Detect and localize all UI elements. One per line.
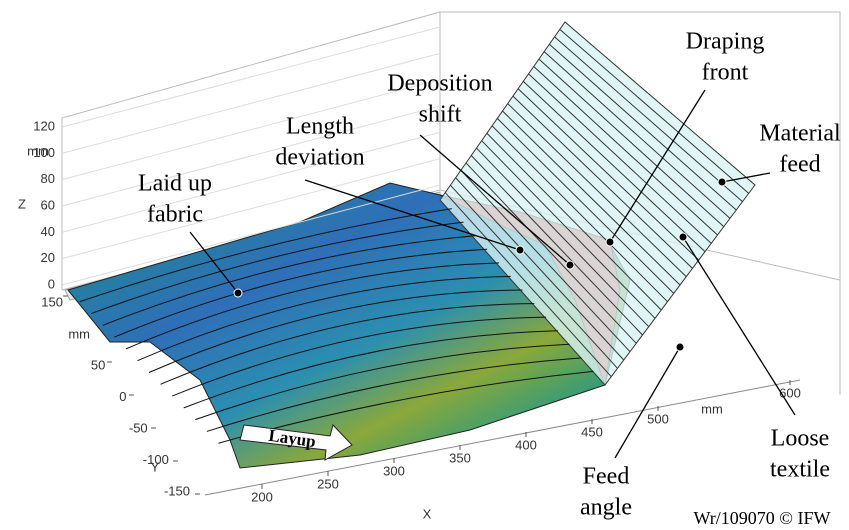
leader-dot: [516, 246, 524, 254]
grid-line: [62, 27, 440, 127]
x-tick-label: 450: [581, 424, 603, 439]
x-tick-label: 300: [383, 463, 405, 478]
chart: 020406080100120-150-100-5005015020025030…: [0, 0, 849, 530]
y-tick-label: -50: [129, 420, 148, 435]
annotation: Material: [759, 121, 841, 147]
x-tick-label: 400: [515, 437, 537, 452]
credit: Wr/109070 © IFW: [694, 508, 831, 528]
leader-line: [683, 237, 795, 415]
grid-line: [62, 53, 440, 153]
z-tick-label: 80: [41, 171, 55, 186]
annotation: Loose: [771, 426, 830, 452]
annotation: Laid up: [138, 171, 212, 197]
annotation: deviation: [275, 145, 364, 171]
y-tick-label: -150: [164, 483, 190, 498]
z-tick-label: 0: [48, 276, 55, 291]
x-tick-label: 350: [449, 450, 471, 465]
annotation: angle: [580, 495, 632, 521]
x-axis-label: X: [423, 506, 432, 521]
x-tick-label: 250: [317, 476, 339, 491]
y-tick-label: 150: [41, 294, 63, 309]
z-unit: mm: [27, 143, 49, 158]
annotation: Deposition: [387, 71, 492, 97]
leader-dot: [234, 289, 242, 297]
leader-dot: [679, 233, 687, 241]
x-tick-label: 500: [647, 411, 669, 426]
leader-dot: [718, 178, 726, 186]
annotation: Feed: [583, 464, 630, 490]
annotation: Length: [286, 114, 354, 140]
z-axis-label: Z: [18, 196, 26, 211]
y-tick-label: 50: [91, 357, 105, 372]
y-unit: mm: [68, 326, 90, 341]
leader-dot: [606, 238, 614, 246]
z-tick-label: 20: [41, 250, 55, 265]
z-tick-label: 120: [33, 118, 55, 133]
leader-dot: [676, 343, 684, 351]
annotation: textile: [770, 457, 830, 483]
y-axis-label: Y: [151, 459, 160, 474]
annotation: shift: [419, 102, 462, 128]
leader-dot: [566, 261, 574, 269]
z-tick-label: 40: [41, 224, 55, 239]
x-tick-label: 200: [251, 489, 273, 504]
grid-line: [62, 80, 440, 180]
z-tick-label: 60: [41, 197, 55, 212]
y-tick-label: 0: [119, 389, 126, 404]
x-unit: mm: [701, 401, 723, 416]
annotation: front: [702, 60, 749, 86]
annotation: feed: [779, 152, 820, 178]
annotation: fabric: [147, 202, 203, 228]
annotation: Draping: [686, 29, 765, 55]
leader-line: [615, 347, 680, 458]
x-tick-label: 600: [779, 385, 801, 400]
